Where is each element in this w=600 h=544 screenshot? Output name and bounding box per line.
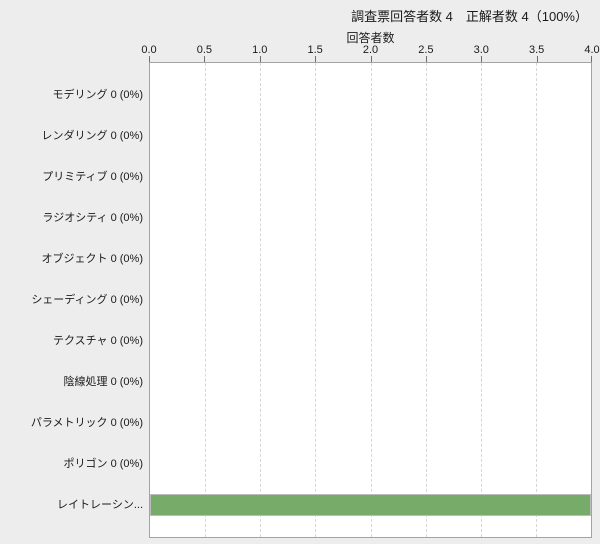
gridline — [535, 63, 537, 537]
gridline — [480, 63, 482, 537]
chart-title: 調査票回答者数 4 正解者数 4（100%） — [351, 9, 588, 24]
y-category-label: 陰線処理 0 (0%) — [63, 376, 143, 389]
plot-area — [149, 62, 592, 538]
gridline — [315, 63, 317, 537]
x-tick-mark — [481, 56, 483, 62]
y-category-label: プリミティブ 0 (0%) — [42, 170, 143, 183]
x-tick-label: 1.5 — [307, 44, 323, 56]
gridline — [260, 63, 262, 537]
y-category-label: ポリゴン 0 (0%) — [63, 458, 143, 471]
y-category-label: テクスチャ 0 (0%) — [52, 335, 143, 348]
x-tick-mark — [536, 56, 538, 62]
x-tick-mark — [204, 56, 206, 62]
y-category-label: オブジェクト 0 (0%) — [41, 252, 143, 265]
x-tick-label: 2.5 — [418, 44, 434, 56]
x-tick-label: 3.5 — [528, 44, 545, 56]
x-tick-mark — [315, 56, 317, 62]
x-tick-mark — [149, 56, 150, 62]
x-tick-mark — [259, 56, 261, 62]
bar — [150, 494, 591, 517]
gridline — [425, 63, 427, 537]
y-category-label: ラジオシティ 0 (0%) — [42, 211, 143, 224]
gridline — [205, 63, 207, 537]
x-axis-title: 回答者数 — [346, 31, 395, 45]
x-tick-label: 0.5 — [196, 44, 213, 56]
x-tick-label: 1.0 — [252, 44, 268, 56]
x-tick-mark — [591, 56, 592, 62]
x-tick-label: 0.0 — [141, 44, 157, 56]
x-tick-mark — [425, 56, 427, 62]
x-tick-label: 3.0 — [473, 44, 489, 56]
y-category-label: レンダリング 0 (0%) — [41, 129, 143, 142]
y-category-label: レイトレーシン... — [57, 499, 143, 512]
x-tick-mark — [370, 56, 372, 62]
y-category-label: パラメトリック 0 (0%) — [30, 417, 143, 430]
y-category-label: シェーディング 0 (0%) — [31, 294, 143, 306]
x-tick-label: 4.0 — [584, 44, 600, 56]
y-category-label: モデリング 0 (0%) — [52, 88, 143, 101]
x-tick-label: 2.0 — [362, 44, 379, 56]
gridline — [370, 63, 372, 537]
